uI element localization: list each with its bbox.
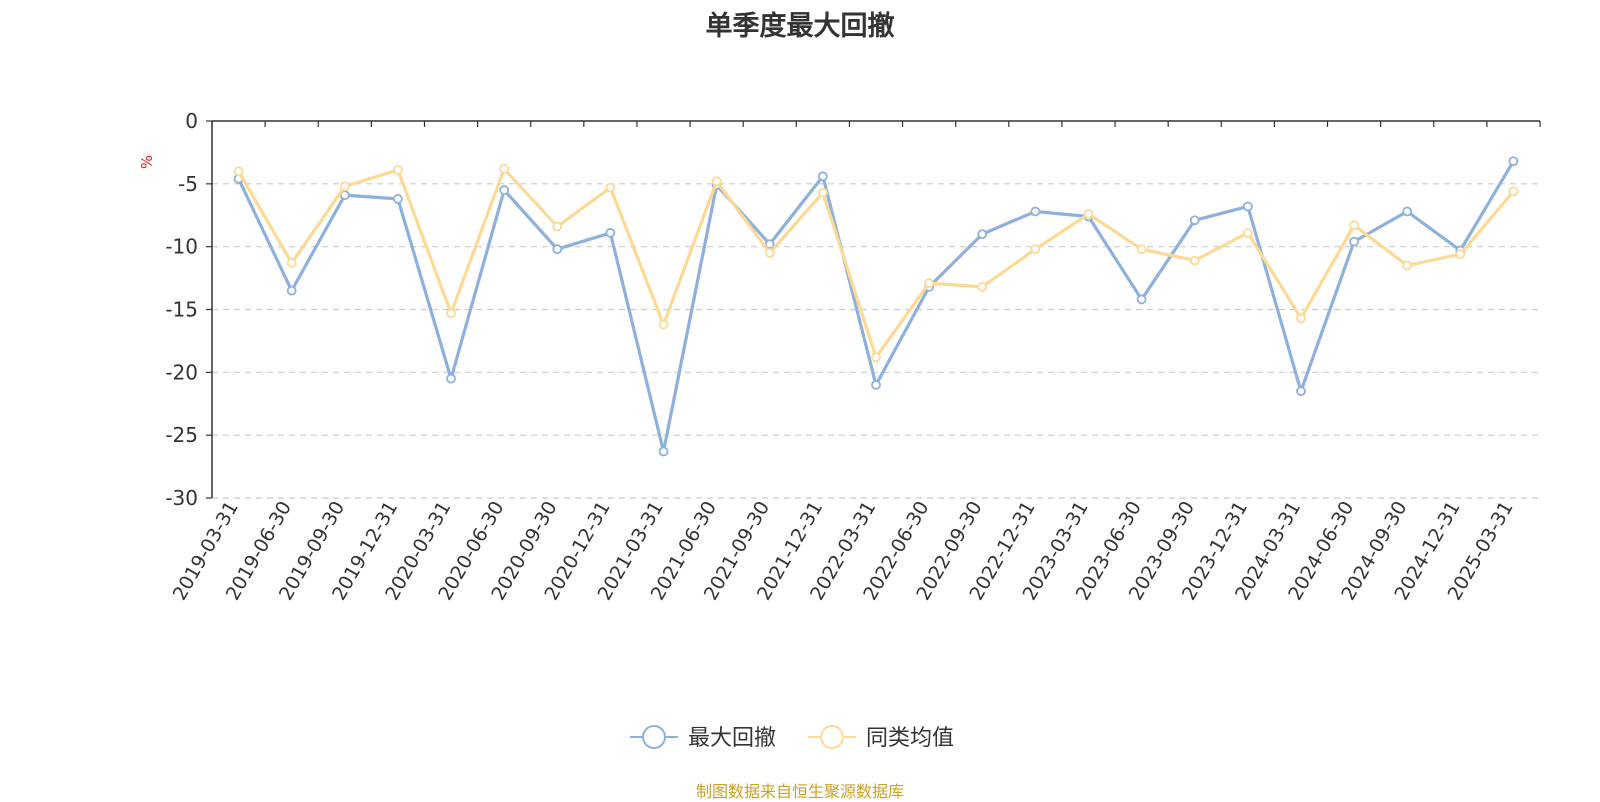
data-point (871, 379, 881, 390)
data-point (1508, 156, 1519, 167)
data-point (286, 258, 297, 268)
y-tick-label: -20 (165, 360, 198, 384)
data-point (1349, 236, 1359, 247)
data-point (1242, 227, 1253, 238)
y-tick-label: -10 (165, 235, 198, 259)
legend-marker (820, 725, 844, 749)
legend-item-2[interactable]: 同类均值 (808, 725, 954, 751)
grid-lines (212, 183, 1540, 499)
data-point (552, 244, 563, 255)
data-point (924, 278, 935, 289)
legend: 最大回撤 同类均值 (630, 725, 954, 751)
data-point (658, 446, 669, 457)
data-point (286, 285, 297, 296)
series-layer (233, 156, 1519, 457)
data-point (1402, 260, 1413, 271)
legend-label: 同类均值 (866, 726, 954, 751)
line-chart: 0 -5 -10 -15 -20 -25 -30 2019-03-312019-06-302… (138, 109, 1541, 751)
y-tick-label: -25 (165, 423, 198, 447)
series-line (237, 160, 1515, 454)
data-point (1189, 255, 1200, 266)
data-point (446, 373, 456, 384)
data-point (1455, 249, 1466, 260)
data-source-note: 制图数据来自恒生聚源数据库 (695, 782, 904, 801)
legend-marker (642, 725, 666, 749)
data-point (977, 229, 988, 240)
data-point (1030, 206, 1041, 217)
y-axis-label: % (138, 155, 156, 169)
data-point (233, 166, 244, 177)
data-point (499, 163, 510, 174)
x-axis-ticks: 2019-03-312019-06-302019-09-302019-12-31… (169, 121, 1541, 604)
data-point (605, 182, 616, 193)
data-point (446, 308, 456, 319)
data-point (1136, 294, 1147, 305)
data-point (711, 176, 722, 187)
chart-title: 单季度最大回撤 (705, 11, 895, 42)
y-tick-label: -30 (165, 486, 198, 510)
data-point (977, 281, 988, 292)
data-point (658, 319, 669, 330)
data-point (1349, 220, 1359, 231)
data-point (1136, 244, 1147, 255)
legend-label: 最大回撤 (688, 726, 776, 751)
data-point (1296, 313, 1306, 324)
data-point (1083, 209, 1094, 219)
data-point (393, 165, 403, 175)
series-1 (233, 156, 1519, 457)
y-tick-label: -15 (165, 298, 198, 322)
data-point (552, 221, 563, 232)
data-point (1296, 386, 1306, 397)
data-point (339, 181, 350, 192)
data-point (817, 187, 828, 198)
y-tick-label: -5 (178, 172, 198, 196)
data-point (1030, 244, 1041, 255)
data-point (871, 352, 881, 363)
y-axis-ticks: 0 -5 -10 -15 -20 -25 -30 (165, 109, 212, 510)
data-point (605, 227, 616, 238)
legend-item-1[interactable]: 最大回撤 (630, 725, 776, 751)
series-2 (233, 163, 1519, 363)
data-point (1242, 201, 1253, 212)
data-point (1402, 206, 1413, 217)
data-point (393, 194, 403, 204)
data-point (817, 171, 828, 182)
data-point (499, 185, 510, 196)
data-point (1189, 215, 1200, 226)
data-point (1508, 186, 1519, 197)
data-point (764, 248, 775, 258)
y-tick-label: 0 (185, 109, 198, 133)
